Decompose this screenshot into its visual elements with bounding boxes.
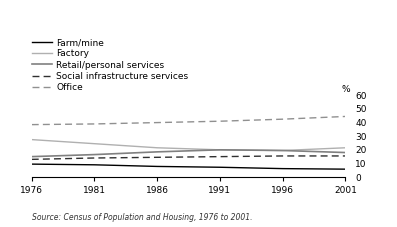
Text: Source: Census of Population and Housing, 1976 to 2001.: Source: Census of Population and Housing… [32, 213, 252, 222]
Text: %: % [341, 85, 350, 94]
Legend: Farm/mine, Factory, Retail/personal services, Social infrastructure services, Of: Farm/mine, Factory, Retail/personal serv… [32, 38, 188, 92]
